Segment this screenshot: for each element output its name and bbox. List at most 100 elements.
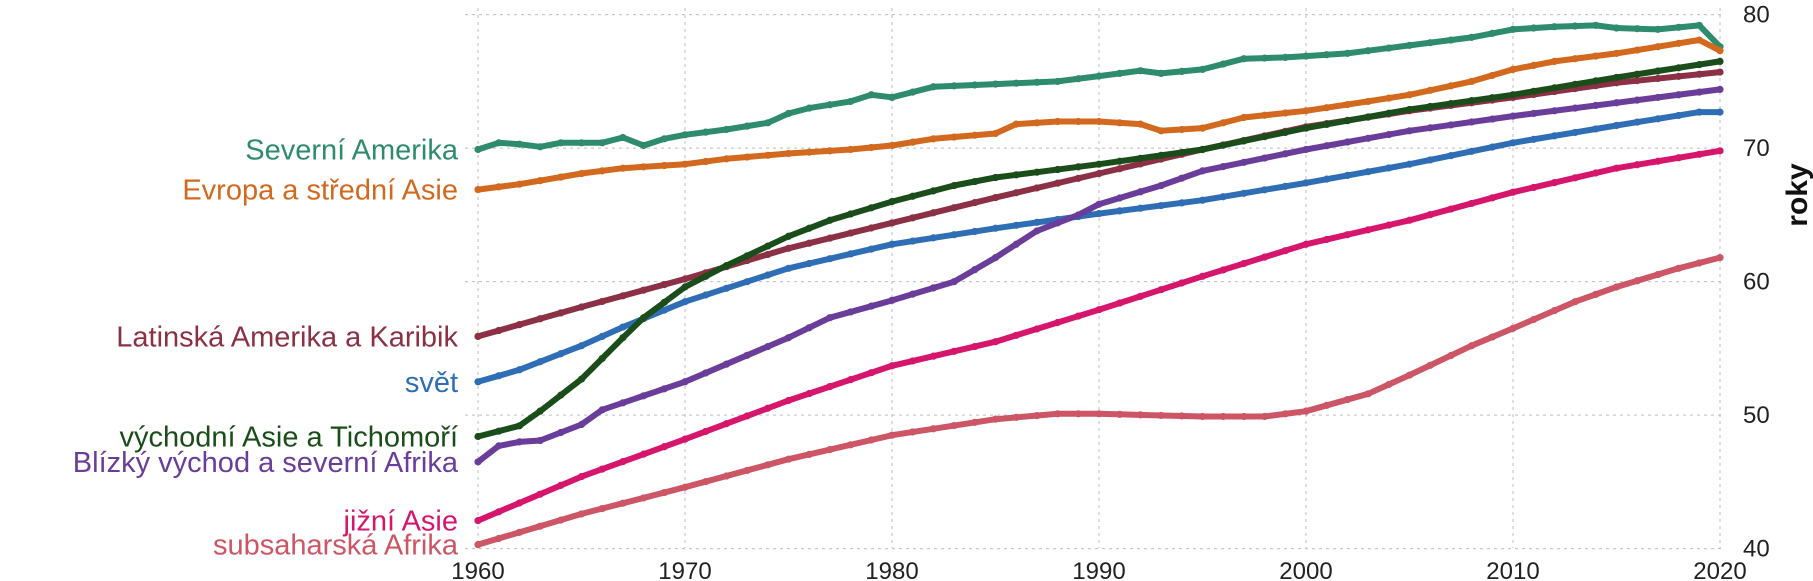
data-point: [1571, 55, 1579, 63]
data-point: [867, 143, 875, 152]
data-point: [1095, 72, 1103, 80]
data-point: [1219, 266, 1227, 274]
data-point: [1509, 324, 1517, 332]
data-point: [536, 315, 544, 323]
data-point: [1033, 412, 1041, 420]
data-point: [1612, 164, 1621, 172]
data-point: [557, 428, 565, 437]
data-point: [1054, 165, 1062, 174]
data-point: [1468, 342, 1476, 350]
data-point: [1074, 163, 1082, 171]
data-point: [474, 378, 482, 386]
data-point: [867, 204, 875, 212]
y-axis-ticks: 40 50 60 70 80: [1743, 2, 1770, 563]
series-labels: Severní Amerika Evropa a střední Asie Lati…: [73, 135, 459, 562]
data-point: [1385, 130, 1393, 139]
data-point: [1178, 148, 1186, 157]
data-point: [826, 234, 834, 242]
data-point: [1240, 137, 1248, 145]
data-point: [1654, 25, 1662, 33]
data-point: [1633, 118, 1641, 126]
data-point: [971, 81, 979, 89]
data-point: [1323, 120, 1331, 129]
data-point: [681, 275, 689, 283]
data-point: [1550, 132, 1558, 140]
data-point: [1281, 410, 1289, 418]
data-point: [867, 436, 875, 444]
data-point: [743, 351, 751, 359]
data-point: [1012, 221, 1020, 229]
data-point: [1054, 219, 1062, 227]
data-point: [1509, 25, 1517, 33]
data-point: [1364, 390, 1372, 398]
data-point: [1343, 231, 1351, 239]
data-point: [1178, 412, 1186, 420]
x-tick-label: 2010: [1486, 558, 1539, 581]
data-point: [1675, 64, 1683, 72]
data-point: [1095, 169, 1103, 178]
data-point: [722, 420, 731, 428]
data-point: [598, 465, 606, 473]
data-point: [1405, 371, 1414, 379]
data-point: [929, 83, 938, 91]
data-point: [888, 197, 896, 206]
data-point: [1198, 167, 1207, 175]
data-point: [536, 407, 544, 415]
data-point: [1219, 141, 1227, 149]
data-point: [557, 391, 565, 399]
data-point: [805, 239, 813, 247]
data-point: [1592, 169, 1600, 177]
data-point: [577, 169, 586, 178]
data-point: [1571, 174, 1579, 182]
data-point: [1530, 183, 1538, 192]
data-point: [515, 528, 524, 536]
data-point: [1426, 124, 1434, 132]
data-point: [1447, 36, 1455, 44]
data-point: [950, 133, 958, 141]
data-point: [536, 143, 544, 151]
data-point: [1136, 67, 1144, 75]
data-point: [1178, 279, 1186, 287]
data-point: [722, 125, 731, 134]
data-point: [577, 342, 586, 350]
data-point: [1240, 113, 1248, 122]
data-point: [1468, 199, 1476, 208]
data-point: [1095, 160, 1103, 168]
data-point: [950, 347, 958, 355]
data-point: [1695, 36, 1703, 44]
data-point: [577, 139, 586, 147]
data-point: [1323, 142, 1331, 150]
data-point: [1033, 325, 1041, 333]
data-point: [1178, 125, 1186, 134]
data-point: [1509, 91, 1517, 99]
data-point: [1695, 70, 1703, 78]
data-point: [1592, 125, 1600, 133]
data-point: [577, 472, 586, 481]
data-point: [1654, 115, 1662, 123]
data-point: [1054, 410, 1062, 418]
data-point: [743, 153, 751, 161]
data-point: [474, 185, 482, 194]
data-point: [1116, 410, 1124, 418]
data-point: [1633, 77, 1641, 85]
data-point: [1116, 207, 1124, 215]
data-point: [1074, 410, 1082, 418]
data-point: [1633, 161, 1641, 169]
data-point: [1716, 57, 1724, 65]
data-point: [474, 517, 482, 525]
data-point: [1592, 290, 1600, 298]
data-point: [1302, 179, 1310, 187]
data-point: [1716, 108, 1724, 116]
series-label: jižní Asie: [343, 506, 458, 538]
data-point: [702, 128, 710, 136]
data-point: [1385, 221, 1393, 229]
x-tick-label: 1970: [658, 558, 711, 581]
data-point: [847, 145, 855, 154]
data-point: [1530, 24, 1538, 32]
data-point: [495, 442, 503, 450]
data-point: [1281, 128, 1289, 137]
data-point: [784, 244, 793, 252]
data-point: [1405, 91, 1414, 99]
data-point: [929, 209, 938, 217]
data-point: [1116, 69, 1124, 78]
